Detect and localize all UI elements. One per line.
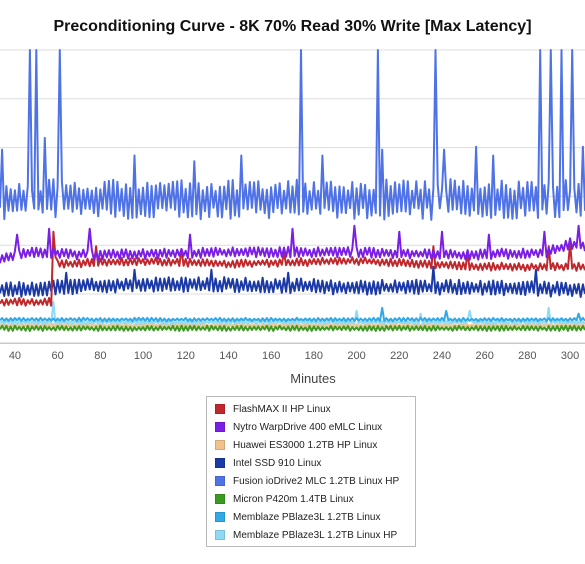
legend: FlashMAX II HP Linux Nytro WarpDrive 400 … [206, 396, 416, 547]
legend-swatch [215, 440, 225, 450]
x-tick-label: 180 [305, 350, 323, 362]
legend-item[interactable]: Nytro WarpDrive 400 eMLC Linux [215, 418, 415, 436]
x-tick-label: 140 [219, 350, 237, 362]
legend-item[interactable]: Huawei ES3000 1.2TB HP Linux [215, 436, 415, 454]
series-layer [0, 49, 585, 332]
legend-item[interactable]: Intel SSD 910 Linux [215, 454, 415, 472]
legend-label: Memblaze PBlaze3L 1.2TB Linux [233, 511, 381, 523]
x-tick-label: 300 [561, 350, 579, 362]
legend-label: Intel SSD 910 Linux [233, 457, 322, 469]
legend-item[interactable]: Memblaze PBlaze3L 1.2TB Linux HP [215, 526, 415, 544]
x-tick-label: 260 [475, 350, 493, 362]
legend-label: FlashMAX II HP Linux [233, 403, 331, 415]
x-tick-label: 80 [94, 350, 106, 362]
legend-swatch [215, 476, 225, 486]
legend-item[interactable]: Memblaze PBlaze3L 1.2TB Linux [215, 508, 415, 526]
legend-swatch [215, 422, 225, 432]
x-axis-label: Minutes [290, 371, 336, 386]
x-tick-label: 220 [390, 350, 408, 362]
legend-label: Memblaze PBlaze3L 1.2TB Linux HP [233, 529, 398, 541]
chart-title: Preconditioning Curve - 8K 70% Read 30% … [53, 18, 532, 35]
x-tick-label: 60 [52, 350, 64, 362]
legend-label: Huawei ES3000 1.2TB HP Linux [233, 439, 378, 451]
series-line [0, 323, 585, 328]
legend-swatch [215, 404, 225, 414]
legend-item[interactable]: Fusion ioDrive2 MLC 1.2TB Linux HP [215, 472, 415, 490]
series-line [0, 324, 585, 332]
chart-plot: 40 60 80 100 120 140 160 180 200 220 240 260 280 300 … [0, 49, 585, 386]
x-tick-label: 200 [347, 350, 365, 362]
legend-swatch [215, 458, 225, 468]
legend-label: Fusion ioDrive2 MLC 1.2TB Linux HP [233, 475, 400, 487]
series-line [0, 301, 585, 326]
x-tick-label: 160 [262, 350, 280, 362]
series-line [0, 224, 585, 264]
x-tick-label: 100 [134, 350, 152, 362]
legend-label: Nytro WarpDrive 400 eMLC Linux [233, 421, 383, 433]
x-tick-label: 240 [433, 350, 451, 362]
legend-item[interactable]: Micron P420m 1.4TB Linux [215, 490, 415, 508]
x-tick-label: 40 [9, 350, 21, 362]
series-line [0, 265, 585, 298]
x-tick-label: 280 [518, 350, 536, 362]
series-line [0, 49, 585, 221]
legend-swatch [215, 530, 225, 540]
x-tick-label: 120 [177, 350, 195, 362]
x-tick-layer: 40 60 80 100 120 140 160 180 200 220 240 260 280 300 [9, 350, 579, 362]
series-line [0, 306, 585, 323]
legend-label: Micron P420m 1.4TB Linux [233, 493, 354, 505]
legend-item[interactable]: FlashMAX II HP Linux [215, 400, 415, 418]
legend-swatch [215, 494, 225, 504]
legend-swatch [215, 512, 225, 522]
